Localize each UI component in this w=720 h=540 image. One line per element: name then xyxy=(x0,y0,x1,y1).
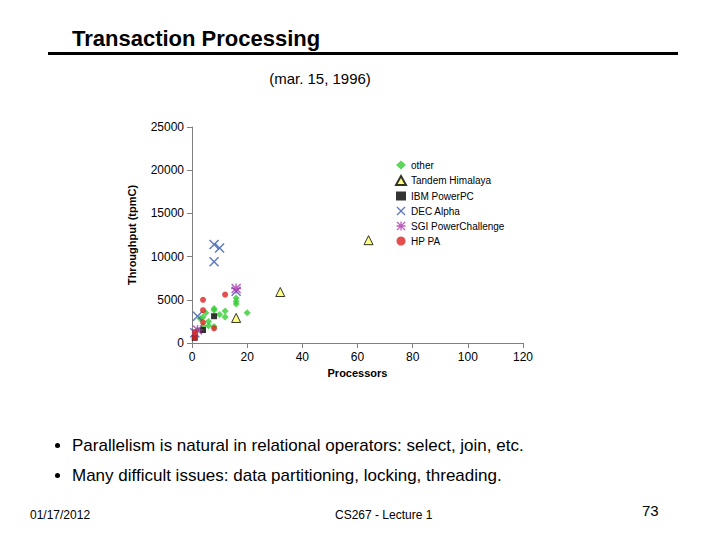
svg-text:0: 0 xyxy=(189,350,196,364)
svg-text:0: 0 xyxy=(177,336,184,350)
svg-text:Processors: Processors xyxy=(328,367,388,379)
svg-text:20000: 20000 xyxy=(151,163,185,177)
svg-text:80: 80 xyxy=(406,350,420,364)
svg-text:HP PA: HP PA xyxy=(411,236,440,247)
svg-text:5000: 5000 xyxy=(157,293,184,307)
svg-text:Tandem Himalaya: Tandem Himalaya xyxy=(411,175,491,186)
svg-text:DEC Alpha: DEC Alpha xyxy=(411,206,460,217)
svg-text:25000: 25000 xyxy=(151,120,185,134)
svg-text:60: 60 xyxy=(351,350,365,364)
svg-text:40: 40 xyxy=(296,350,310,364)
svg-text:other: other xyxy=(411,160,434,171)
svg-text:IBM PowerPC: IBM PowerPC xyxy=(411,191,474,202)
html-text:Many difficult issues: data pa: Many difficult issues: data partitioning… xyxy=(72,466,502,485)
svg-text:15000: 15000 xyxy=(151,206,185,220)
svg-text:120: 120 xyxy=(513,350,533,364)
html-text:Transaction Processing: Transaction Processing xyxy=(72,26,321,51)
html-text:01/17/2012: 01/17/2012 xyxy=(30,508,91,522)
html-text:(mar. 15, 1996): (mar. 15, 1996) xyxy=(269,70,371,87)
svg-text:Throughput (tpmC): Throughput (tpmC) xyxy=(126,185,138,286)
svg-text:SGI PowerChallenge: SGI PowerChallenge xyxy=(411,221,505,232)
svg-text:20: 20 xyxy=(240,350,254,364)
svg-text:10000: 10000 xyxy=(151,250,185,264)
html-text:CS267 - Lecture 1: CS267 - Lecture 1 xyxy=(335,508,433,522)
html-text:Parallelism is natural in rela: Parallelism is natural in relational ope… xyxy=(72,436,524,455)
svg-text:100: 100 xyxy=(458,350,478,364)
html-text:73: 73 xyxy=(642,502,659,519)
